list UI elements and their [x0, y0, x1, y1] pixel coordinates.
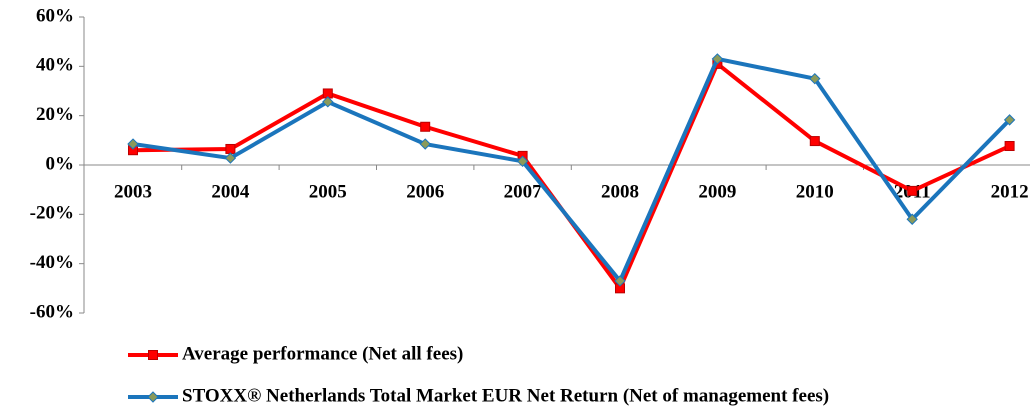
y-tick-label: 40% [36, 55, 74, 76]
point [322, 96, 334, 108]
point [516, 155, 529, 168]
legend-label: STOXX® Netherlands Total Market EUR Net … [182, 385, 829, 406]
x-tick-label: 2004 [211, 181, 250, 202]
point [906, 213, 918, 225]
point [420, 121, 431, 132]
x-tick-label: 2008 [601, 181, 639, 202]
point [809, 72, 821, 85]
series-line [132, 56, 1012, 285]
point [614, 275, 626, 287]
x-tick-label: 2003 [114, 181, 152, 202]
legend-marker [148, 350, 158, 360]
x-tick-label: 2012 [991, 181, 1029, 202]
point [1004, 141, 1015, 152]
series-line [132, 60, 1011, 293]
y-tick-label: 0% [46, 153, 75, 174]
y-tick-label: 20% [36, 104, 74, 125]
point [127, 138, 139, 150]
y-tick-label: -20% [30, 203, 74, 224]
point [809, 136, 820, 147]
point [419, 138, 431, 150]
y-tick-label: -60% [30, 301, 74, 322]
x-tick-label: 2009 [698, 181, 736, 202]
x-tick-label: 2007 [504, 181, 543, 202]
point [1003, 114, 1016, 126]
y-tick-label: 60% [36, 5, 74, 26]
x-tick-label: 2010 [796, 181, 834, 202]
x-tick-label: 2006 [406, 181, 444, 202]
x-tick-label: 2005 [309, 181, 347, 202]
legend-label: Average performance (Net all fees) [182, 343, 463, 364]
point [907, 185, 918, 196]
point [711, 53, 724, 65]
legend-marker [147, 391, 159, 403]
point [225, 143, 236, 154]
point [224, 152, 237, 164]
y-tick-label: -40% [30, 252, 74, 273]
